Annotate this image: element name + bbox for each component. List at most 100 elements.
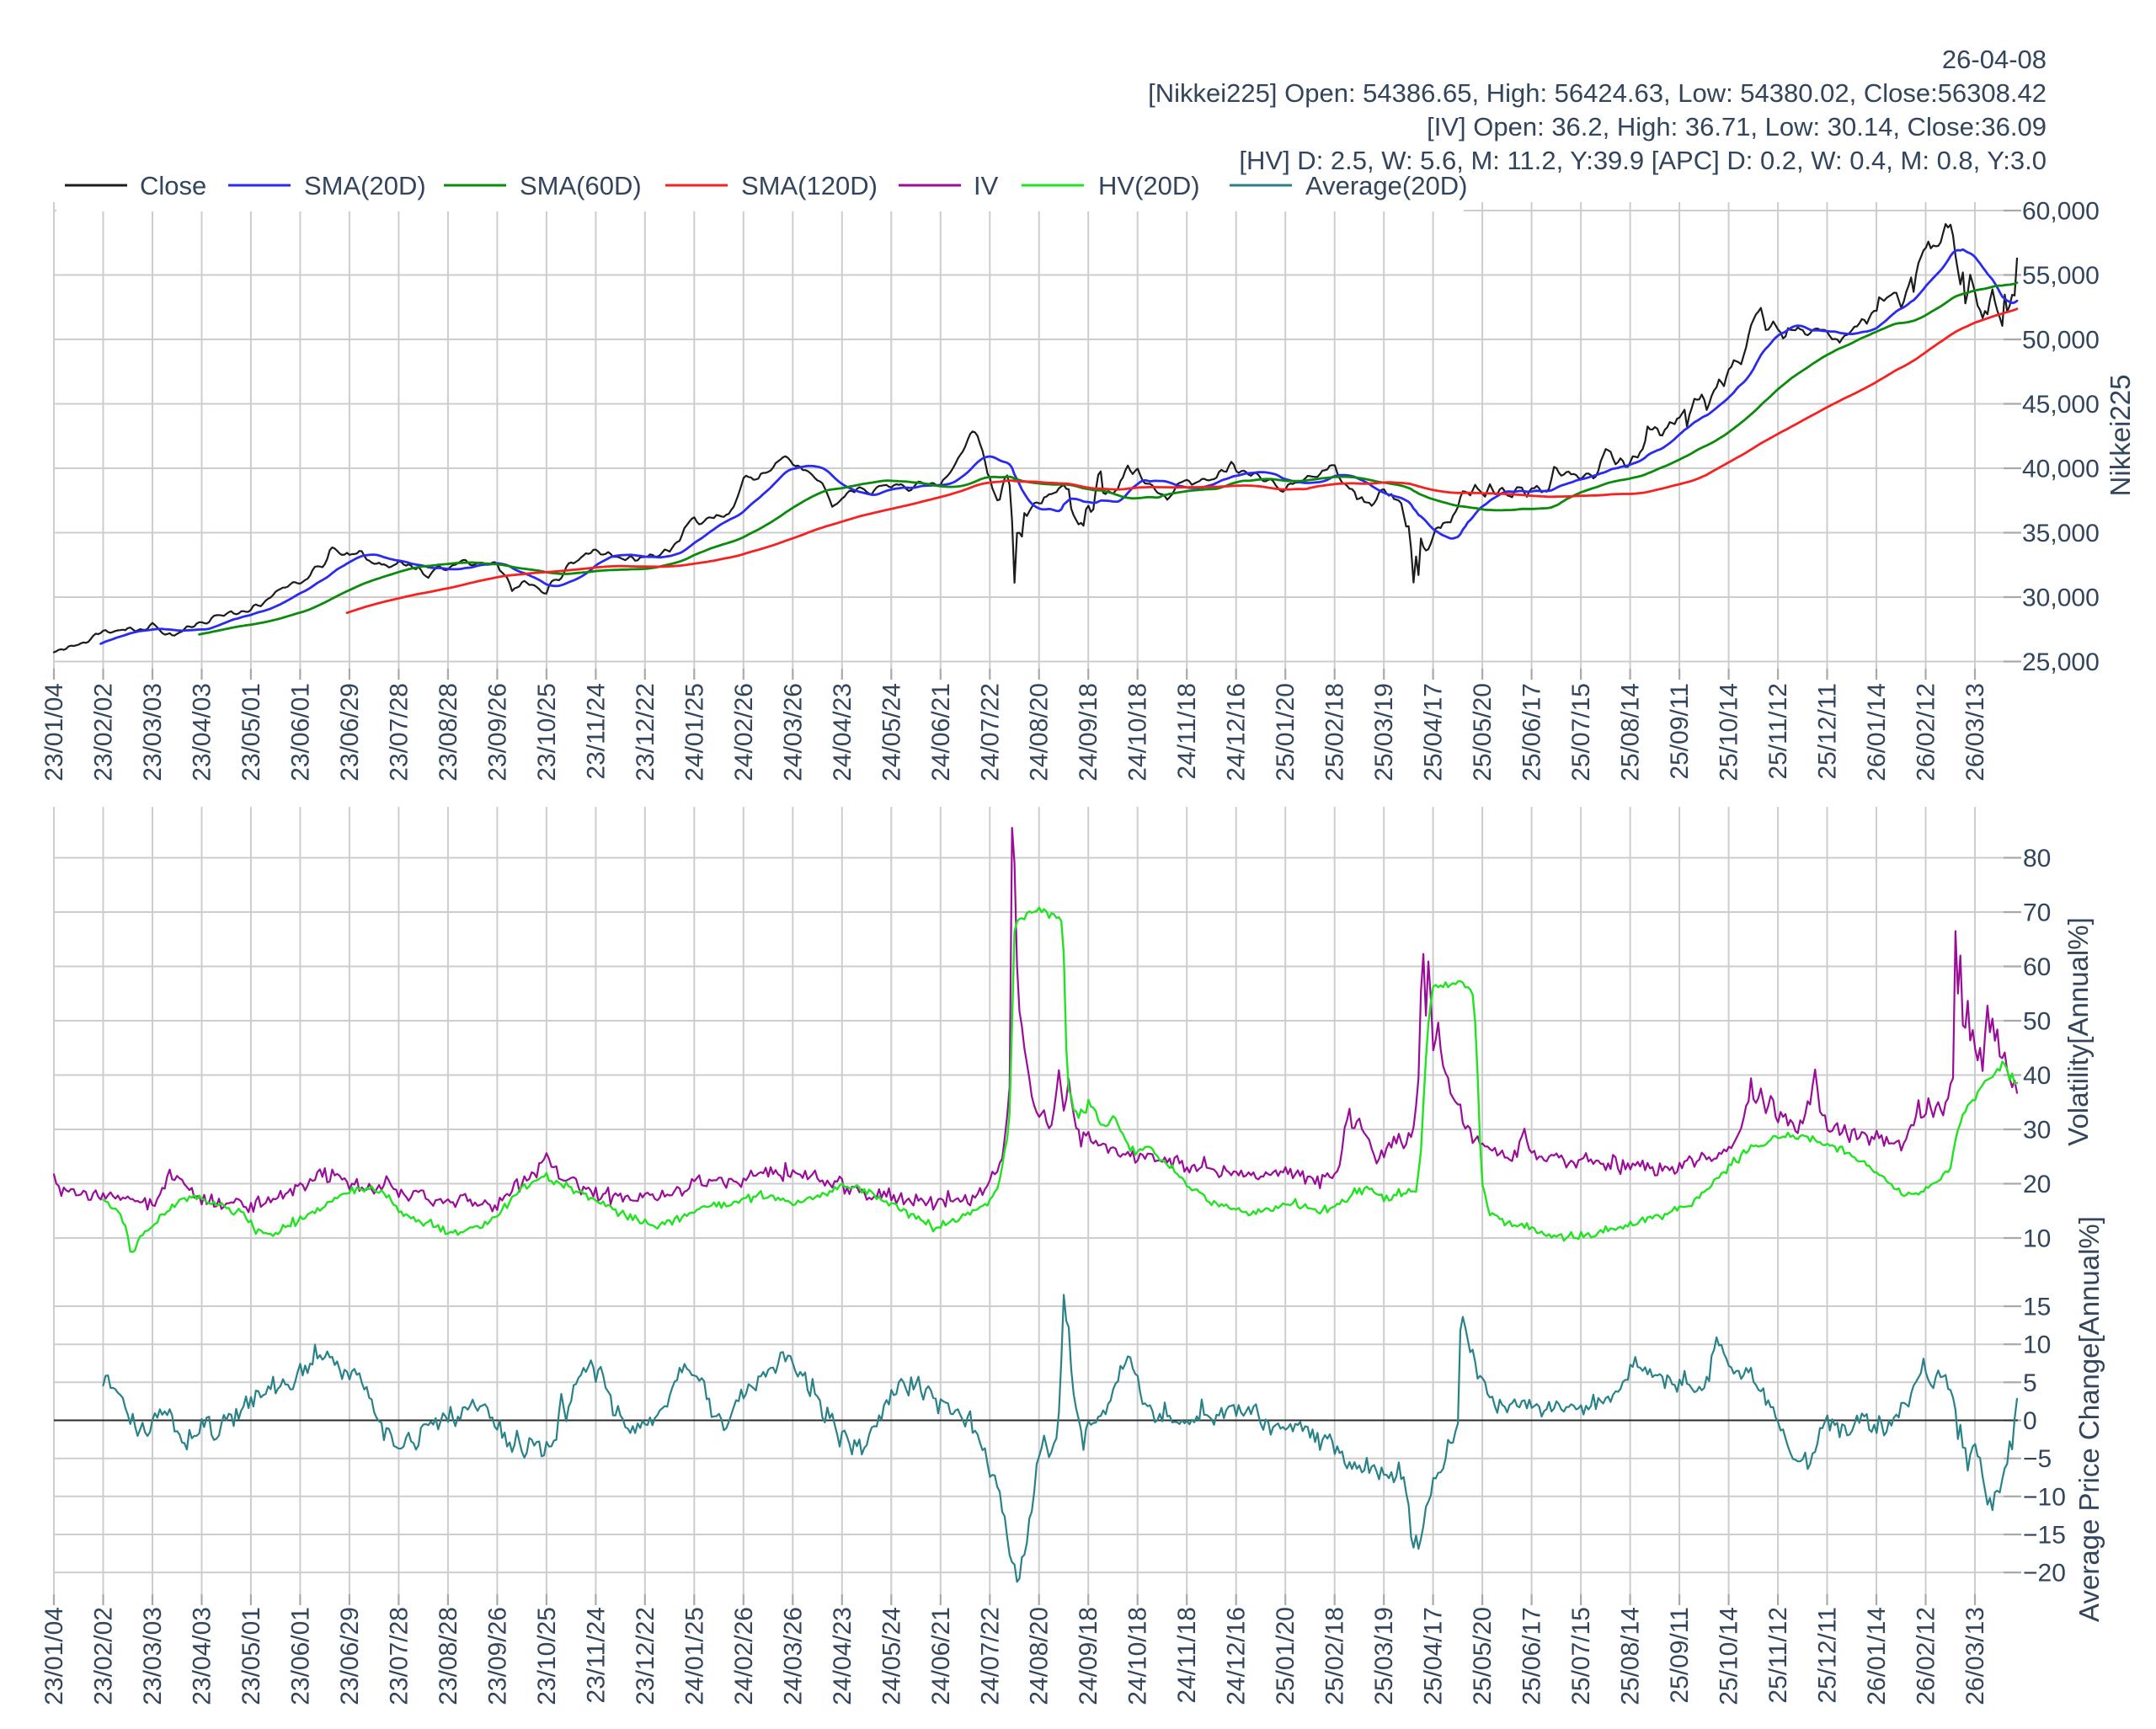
svg-text:23/12/22: 23/12/22 <box>632 683 659 782</box>
svg-text:45,000: 45,000 <box>2022 391 2100 419</box>
svg-text:25/02/18: 25/02/18 <box>1321 1607 1349 1705</box>
svg-text:23/04/03: 23/04/03 <box>189 1607 216 1705</box>
svg-text:25/04/17: 25/04/17 <box>1420 683 1448 782</box>
svg-text:25/12/11: 25/12/11 <box>1814 1607 1842 1704</box>
svg-text:IV: IV <box>974 171 999 200</box>
svg-text:Volatility[Annual%]: Volatility[Annual%] <box>2063 917 2094 1146</box>
svg-text:23/03/03: 23/03/03 <box>139 1607 167 1705</box>
svg-text:26/01/14: 26/01/14 <box>1863 1607 1891 1705</box>
svg-text:25/01/20: 25/01/20 <box>1272 683 1299 782</box>
svg-text:24/01/25: 24/01/25 <box>680 683 708 782</box>
svg-text:Average(20D): Average(20D) <box>1305 171 1467 200</box>
svg-text:23/11/24: 23/11/24 <box>582 683 610 780</box>
svg-text:Nikkei225: Nikkei225 <box>2105 375 2136 497</box>
svg-text:SMA(60D): SMA(60D) <box>520 171 642 200</box>
svg-text:SMA(120D): SMA(120D) <box>741 171 878 200</box>
svg-text:60: 60 <box>2023 953 2051 981</box>
svg-text:25/11/12: 25/11/12 <box>1764 1607 1792 1704</box>
svg-text:SMA(20D): SMA(20D) <box>304 171 426 200</box>
svg-text:25/07/15: 25/07/15 <box>1567 1607 1595 1705</box>
svg-text:15: 15 <box>2023 1294 2051 1321</box>
svg-text:23/05/01: 23/05/01 <box>237 683 265 782</box>
svg-text:25/11/12: 25/11/12 <box>1764 683 1792 780</box>
svg-text:23/06/29: 23/06/29 <box>336 683 364 782</box>
svg-text:26/02/12: 26/02/12 <box>1913 683 1940 782</box>
svg-text:24/02/26: 24/02/26 <box>730 683 758 782</box>
svg-text:23/06/01: 23/06/01 <box>286 683 314 782</box>
svg-text:23/05/01: 23/05/01 <box>237 1607 265 1705</box>
svg-text:23/08/28: 23/08/28 <box>435 683 462 782</box>
svg-text:20: 20 <box>2023 1171 2051 1198</box>
svg-text:30: 30 <box>2023 1117 2051 1145</box>
svg-text:−10: −10 <box>2023 1483 2066 1511</box>
svg-text:25,000: 25,000 <box>2022 648 2100 676</box>
svg-text:26/03/13: 26/03/13 <box>1961 683 1989 782</box>
svg-text:55,000: 55,000 <box>2022 262 2100 290</box>
svg-text:24/08/20: 24/08/20 <box>1026 1607 1054 1705</box>
svg-text:−15: −15 <box>2023 1522 2066 1550</box>
svg-text:26/02/12: 26/02/12 <box>1913 1607 1940 1705</box>
svg-text:24/03/26: 24/03/26 <box>779 1607 807 1705</box>
svg-text:70: 70 <box>2023 899 2051 927</box>
svg-text:25/09/11: 25/09/11 <box>1666 683 1694 780</box>
svg-text:25/10/14: 25/10/14 <box>1716 683 1743 782</box>
svg-text:HV(20D): HV(20D) <box>1098 171 1200 200</box>
svg-text:23/08/28: 23/08/28 <box>435 1607 462 1705</box>
svg-text:Close: Close <box>140 171 206 200</box>
svg-text:23/06/01: 23/06/01 <box>286 1607 314 1705</box>
svg-text:25/09/11: 25/09/11 <box>1666 1607 1694 1704</box>
svg-text:24/09/18: 24/09/18 <box>1075 1607 1102 1705</box>
svg-text:24/02/26: 24/02/26 <box>730 1607 758 1705</box>
svg-text:24/09/18: 24/09/18 <box>1075 683 1102 782</box>
svg-text:25/12/11: 25/12/11 <box>1814 683 1842 780</box>
svg-text:24/06/21: 24/06/21 <box>927 683 955 782</box>
svg-text:23/10/25: 23/10/25 <box>533 683 561 782</box>
svg-text:10: 10 <box>2023 1331 2051 1359</box>
svg-text:30,000: 30,000 <box>2022 584 2100 612</box>
svg-text:25/06/17: 25/06/17 <box>1518 683 1546 782</box>
svg-text:24/10/18: 24/10/18 <box>1124 1607 1152 1705</box>
svg-text:23/02/02: 23/02/02 <box>90 683 118 782</box>
svg-text:24/04/23: 24/04/23 <box>829 683 857 782</box>
svg-text:24/07/22: 24/07/22 <box>976 1607 1004 1705</box>
svg-text:25/04/17: 25/04/17 <box>1420 1607 1448 1705</box>
svg-text:23/07/28: 23/07/28 <box>385 683 413 782</box>
svg-text:24/04/23: 24/04/23 <box>829 1607 857 1705</box>
svg-text:[IV] Open: 36.2, High: 36.71,: [IV] Open: 36.2, High: 36.71, Low: 30.14… <box>1427 112 2047 141</box>
svg-text:26-04-08: 26-04-08 <box>1942 45 2047 74</box>
svg-text:25/08/14: 25/08/14 <box>1617 683 1645 782</box>
svg-text:23/12/22: 23/12/22 <box>632 1607 659 1705</box>
svg-text:23/02/02: 23/02/02 <box>90 1607 118 1705</box>
svg-text:24/05/24: 24/05/24 <box>878 1607 905 1705</box>
svg-text:23/04/03: 23/04/03 <box>189 683 216 782</box>
svg-text:24/03/26: 24/03/26 <box>779 683 807 782</box>
svg-text:23/01/04: 23/01/04 <box>40 1607 68 1705</box>
svg-text:[Nikkei225] Open: 54386.65, Hi: [Nikkei225] Open: 54386.65, High: 56424.… <box>1148 78 2047 108</box>
svg-text:−20: −20 <box>2023 1560 2066 1588</box>
svg-text:50: 50 <box>2023 1008 2051 1036</box>
svg-text:80: 80 <box>2023 845 2051 873</box>
svg-text:24/11/18: 24/11/18 <box>1173 683 1201 780</box>
svg-text:23/01/04: 23/01/04 <box>40 683 68 782</box>
svg-text:23/09/26: 23/09/26 <box>483 1607 511 1705</box>
svg-text:24/06/21: 24/06/21 <box>927 1607 955 1705</box>
svg-text:23/09/26: 23/09/26 <box>483 683 511 782</box>
svg-text:25/05/20: 25/05/20 <box>1469 1607 1497 1705</box>
svg-text:23/10/25: 23/10/25 <box>533 1607 561 1705</box>
svg-text:5: 5 <box>2023 1369 2037 1397</box>
svg-text:25/08/14: 25/08/14 <box>1617 1607 1645 1705</box>
svg-text:24/12/16: 24/12/16 <box>1223 683 1251 782</box>
svg-text:60,000: 60,000 <box>2022 198 2100 226</box>
svg-text:25/01/20: 25/01/20 <box>1272 1607 1299 1705</box>
svg-text:10: 10 <box>2023 1225 2051 1253</box>
svg-text:24/01/25: 24/01/25 <box>680 1607 708 1705</box>
svg-text:25/03/19: 25/03/19 <box>1370 1607 1398 1705</box>
svg-text:25/10/14: 25/10/14 <box>1716 1607 1743 1705</box>
svg-text:Average Price Change[Annual%]: Average Price Change[Annual%] <box>2073 1216 2105 1622</box>
svg-text:24/08/20: 24/08/20 <box>1026 683 1054 782</box>
svg-text:25/07/15: 25/07/15 <box>1567 683 1595 782</box>
svg-text:35,000: 35,000 <box>2022 520 2100 547</box>
svg-text:25/05/20: 25/05/20 <box>1469 683 1497 782</box>
svg-text:−5: −5 <box>2023 1445 2052 1473</box>
svg-text:25/02/18: 25/02/18 <box>1321 683 1349 782</box>
